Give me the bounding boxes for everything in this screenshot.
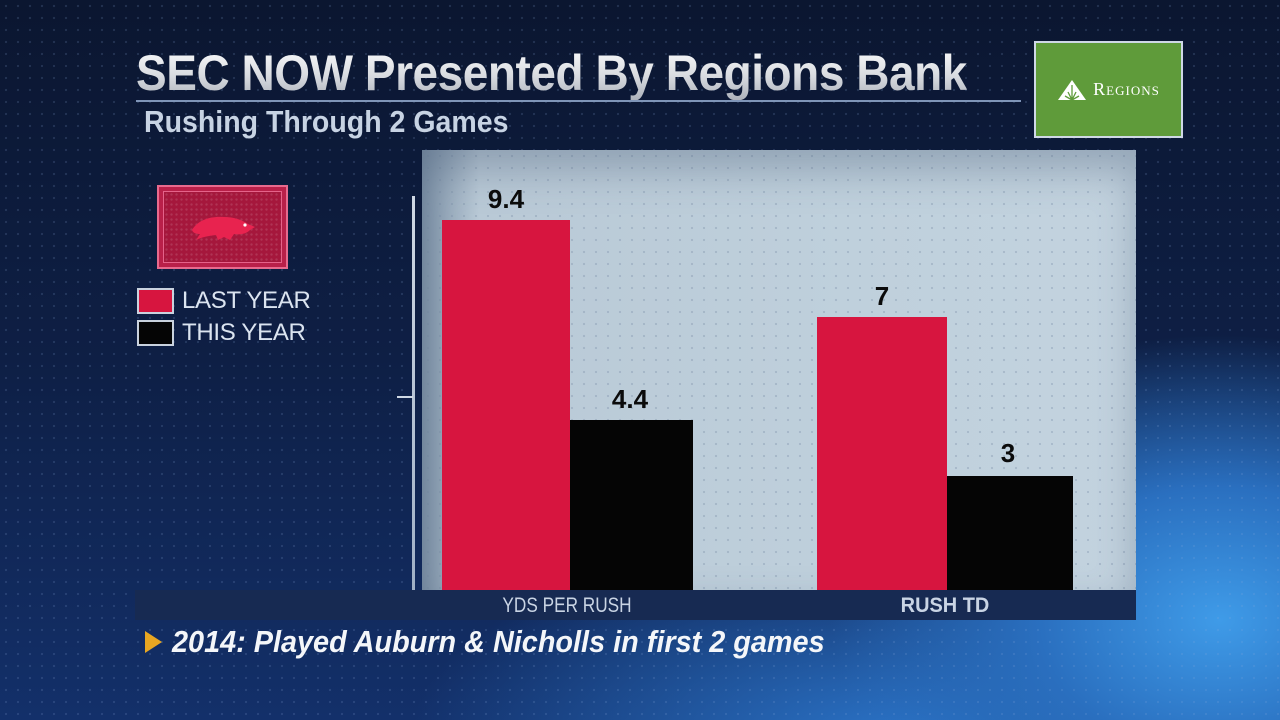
bar-rush-td-last-year	[817, 317, 947, 590]
x-axis-band	[135, 590, 1136, 620]
legend-label: THIS YEAR	[182, 319, 306, 346]
footnote-text: 2014: Played Auburn & Nicholls in first …	[172, 624, 825, 659]
legend-swatch-last-year	[137, 288, 174, 314]
bar-yds-per-rush-last-year	[442, 220, 570, 590]
y-axis-line	[412, 196, 415, 590]
legend-item-this-year: THIS YEAR	[137, 317, 310, 349]
bar-rush-td-this-year	[947, 476, 1073, 590]
x-category-label-rush-td: RUSH TD	[900, 594, 990, 617]
play-arrow-icon	[145, 631, 162, 653]
footnote: 2014: Played Auburn & Nicholls in first …	[145, 624, 874, 660]
bar-value-label: 3	[1000, 438, 1016, 468]
sponsor-logo: Regions	[1034, 41, 1183, 138]
razorback-hog-icon	[191, 216, 255, 240]
bar-value-label: 4.4	[611, 384, 649, 414]
y-axis-tick	[397, 396, 413, 398]
team-logo-panel	[157, 185, 288, 269]
sponsor-name: Regions	[1093, 79, 1160, 99]
regions-pyramid-icon	[1058, 79, 1087, 101]
bar-value-label: 9.4	[487, 184, 525, 214]
chart-legend: LAST YEAR THIS YEAR	[137, 285, 311, 349]
legend-swatch-this-year	[137, 320, 174, 346]
x-category-label-yds-per-rush: YDS PER RUSH	[502, 594, 632, 617]
chart-subtitle: Rushing Through 2 Games	[144, 104, 509, 139]
bar-yds-per-rush-this-year	[570, 420, 693, 590]
bar-value-label: 7	[874, 281, 890, 311]
legend-item-last-year: LAST YEAR	[137, 285, 311, 317]
title-divider	[136, 100, 1021, 102]
page-title: SEC NOW Presented By Regions Bank	[136, 45, 967, 101]
legend-label: LAST YEAR	[182, 287, 311, 314]
